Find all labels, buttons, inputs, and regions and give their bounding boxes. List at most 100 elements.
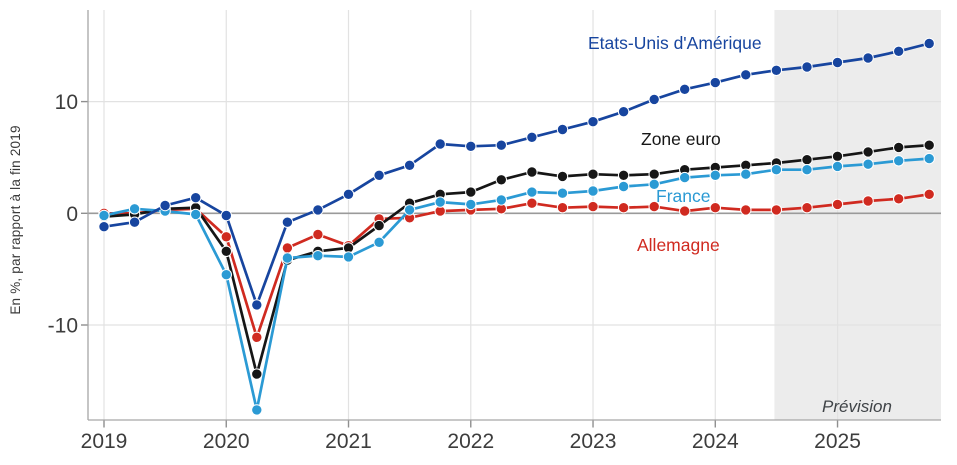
data-point-allemagne	[831, 198, 844, 211]
data-point-etats-unis-d-am-rique	[251, 299, 263, 311]
x-tick-label: 2024	[692, 430, 739, 453]
data-point-france	[373, 236, 385, 249]
data-point-etats-unis-d-am-rique	[526, 131, 538, 144]
y-tick-label: -10	[48, 315, 78, 338]
y-axis-title: En %, par rapport à la fin 2019	[8, 125, 23, 315]
forecast-shading	[774, 10, 941, 420]
data-point-etats-unis-d-am-rique	[556, 123, 569, 136]
data-point-france	[617, 180, 630, 193]
data-point-france	[770, 164, 783, 176]
data-point-france	[740, 168, 752, 180]
y-tick-label: 0	[66, 203, 78, 226]
data-point-etats-unis-d-am-rique	[281, 216, 294, 228]
data-point-zone-euro	[465, 186, 477, 198]
data-point-etats-unis-d-am-rique	[465, 140, 477, 153]
data-point-etats-unis-d-am-rique	[770, 64, 783, 77]
data-point-etats-unis-d-am-rique	[373, 169, 385, 182]
data-point-zone-euro	[220, 245, 233, 258]
data-point-france	[587, 185, 599, 197]
data-point-etats-unis-d-am-rique	[648, 93, 660, 106]
data-point-france	[526, 186, 538, 198]
data-point-zone-euro	[893, 141, 905, 154]
legend-allemagne: Allemagne	[637, 235, 720, 255]
data-point-france	[893, 155, 905, 167]
data-point-etats-unis-d-am-rique	[159, 199, 171, 212]
data-point-etats-unis-d-am-rique	[709, 76, 721, 89]
data-point-allemagne	[281, 242, 294, 254]
data-point-allemagne	[587, 200, 599, 213]
data-point-zone-euro	[526, 166, 538, 178]
data-point-zone-euro	[617, 169, 630, 182]
data-point-allemagne	[862, 195, 874, 207]
data-point-allemagne	[679, 205, 691, 217]
data-point-france	[342, 251, 355, 263]
data-point-etats-unis-d-am-rique	[342, 188, 355, 201]
data-point-france	[709, 169, 721, 182]
data-point-allemagne	[220, 231, 233, 243]
data-point-allemagne	[923, 188, 935, 201]
data-point-etats-unis-d-am-rique	[190, 192, 202, 204]
data-point-france	[648, 178, 660, 191]
data-point-allemagne	[740, 204, 752, 216]
data-point-zone-euro	[587, 168, 599, 180]
data-point-etats-unis-d-am-rique	[587, 116, 599, 128]
data-point-zone-euro	[556, 170, 569, 183]
data-point-france	[862, 158, 874, 170]
data-point-etats-unis-d-am-rique	[128, 216, 141, 228]
data-point-france	[98, 209, 110, 222]
data-point-zone-euro	[648, 168, 660, 180]
forecast-label: Prévision	[822, 397, 892, 416]
data-point-france	[220, 269, 233, 281]
data-point-france	[556, 187, 569, 199]
data-point-etats-unis-d-am-rique	[893, 45, 905, 57]
data-point-france	[312, 250, 324, 262]
data-point-etats-unis-d-am-rique	[831, 56, 844, 69]
data-point-france	[190, 208, 202, 221]
data-point-etats-unis-d-am-rique	[495, 139, 507, 151]
x-tick-label: 2025	[814, 430, 861, 453]
data-point-france	[434, 196, 446, 208]
data-point-allemagne	[893, 193, 905, 205]
data-point-france	[495, 194, 507, 206]
data-point-allemagne	[251, 331, 263, 343]
data-point-etats-unis-d-am-rique	[862, 52, 874, 64]
x-tick-label: 2023	[570, 430, 617, 453]
data-point-zone-euro	[862, 146, 874, 158]
x-tick-label: 2020	[203, 430, 250, 453]
data-point-france	[251, 404, 263, 416]
data-point-etats-unis-d-am-rique	[679, 83, 691, 96]
series-line-zone-euro	[103, 143, 930, 376]
data-point-etats-unis-d-am-rique	[923, 37, 935, 50]
y-tick-label: 10	[55, 91, 78, 114]
data-point-zone-euro	[373, 219, 385, 232]
data-point-etats-unis-d-am-rique	[403, 159, 416, 172]
data-point-allemagne	[556, 202, 569, 214]
data-point-allemagne	[312, 228, 324, 241]
data-point-zone-euro	[923, 139, 935, 151]
data-point-allemagne	[770, 204, 783, 216]
data-point-zone-euro	[495, 174, 507, 186]
data-point-etats-unis-d-am-rique	[434, 138, 446, 150]
data-point-etats-unis-d-am-rique	[220, 209, 233, 222]
data-point-zone-euro	[831, 150, 844, 163]
data-point-etats-unis-d-am-rique	[312, 204, 324, 216]
data-point-zone-euro	[251, 368, 263, 380]
data-point-france	[128, 203, 141, 215]
data-point-allemagne	[648, 200, 660, 213]
x-tick-label: 2019	[81, 430, 128, 453]
data-point-allemagne	[801, 202, 813, 214]
data-point-france	[801, 164, 813, 176]
data-point-france	[831, 160, 844, 173]
data-point-etats-unis-d-am-rique	[98, 221, 110, 233]
data-point-france	[679, 171, 691, 184]
data-point-france	[465, 198, 477, 211]
legend-etats-unis: Etats-Unis d'Amérique	[588, 33, 762, 53]
data-point-etats-unis-d-am-rique	[617, 106, 630, 118]
x-tick-label: 2021	[325, 430, 372, 453]
series-line-france	[103, 157, 930, 412]
data-point-allemagne	[617, 202, 630, 214]
data-point-zone-euro	[801, 154, 813, 166]
legend-france: France	[656, 186, 711, 206]
